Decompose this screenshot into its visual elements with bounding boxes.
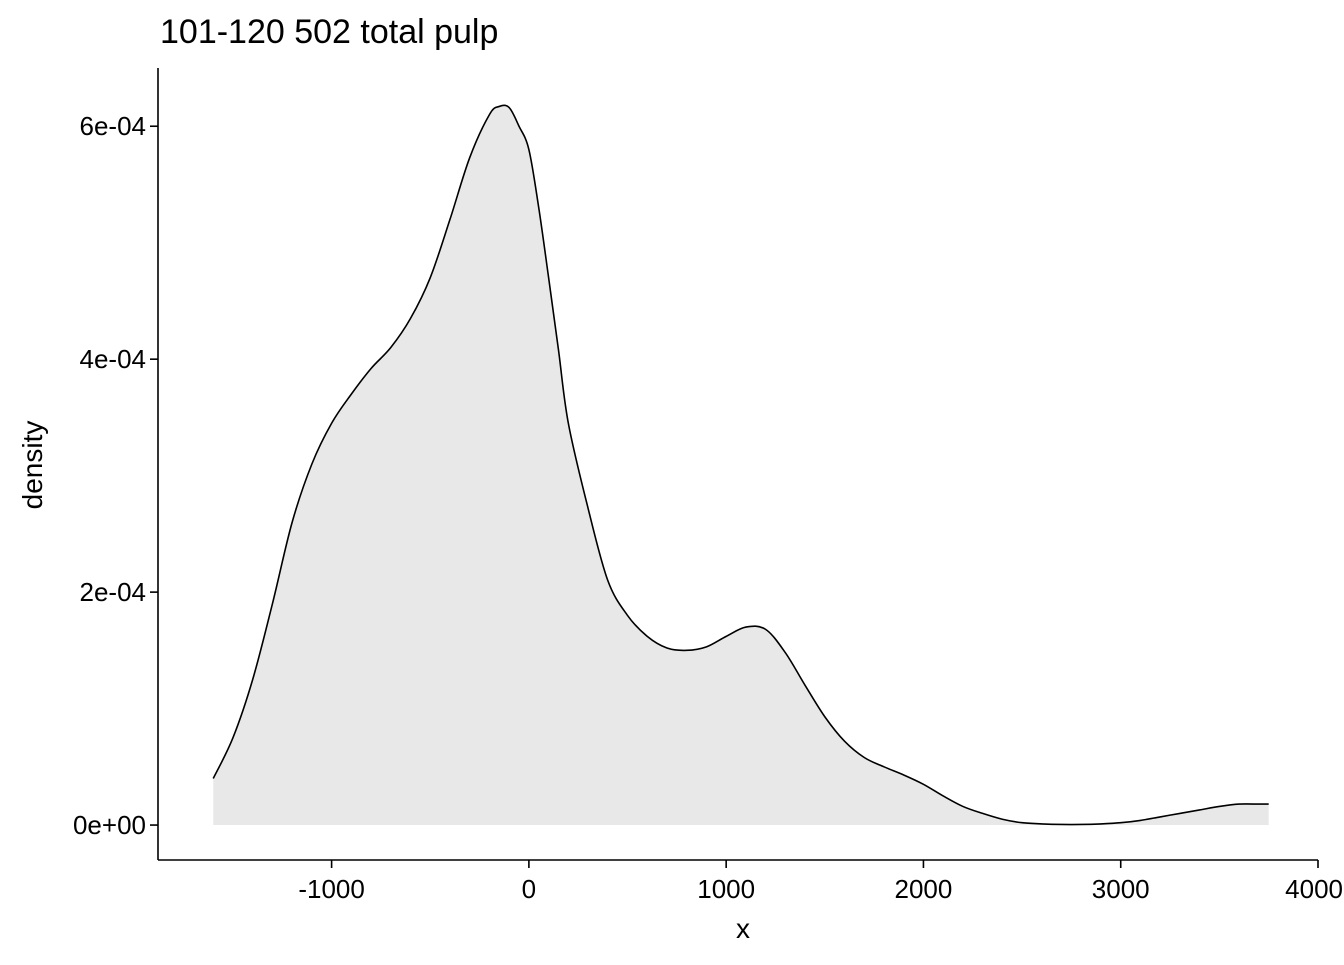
x-tick-label: 4000 [1285, 874, 1343, 904]
x-axis-label: x [736, 913, 750, 944]
y-tick-label: 2e-04 [80, 577, 147, 607]
y-tick-label: 4e-04 [80, 344, 147, 374]
x-tick-label: 1000 [697, 874, 755, 904]
chart-title: 101-120 502 total pulp [160, 13, 498, 51]
y-axis-ticks: 0e+00 2e-04 4e-04 6e-04 [73, 111, 158, 840]
y-tick-label: 0e+00 [73, 810, 146, 840]
density-area-fill [213, 105, 1269, 826]
x-tick-label: -1000 [298, 874, 365, 904]
y-axis-label: density [17, 421, 48, 510]
x-tick-label: 3000 [1092, 874, 1150, 904]
density-curve-line [212, 104, 1269, 826]
y-tick-label: 6e-04 [80, 111, 147, 141]
x-tick-label: 0 [522, 874, 536, 904]
x-tick-label: 2000 [895, 874, 953, 904]
x-axis-ticks: -1000 0 1000 2000 3000 4000 [298, 860, 1343, 904]
